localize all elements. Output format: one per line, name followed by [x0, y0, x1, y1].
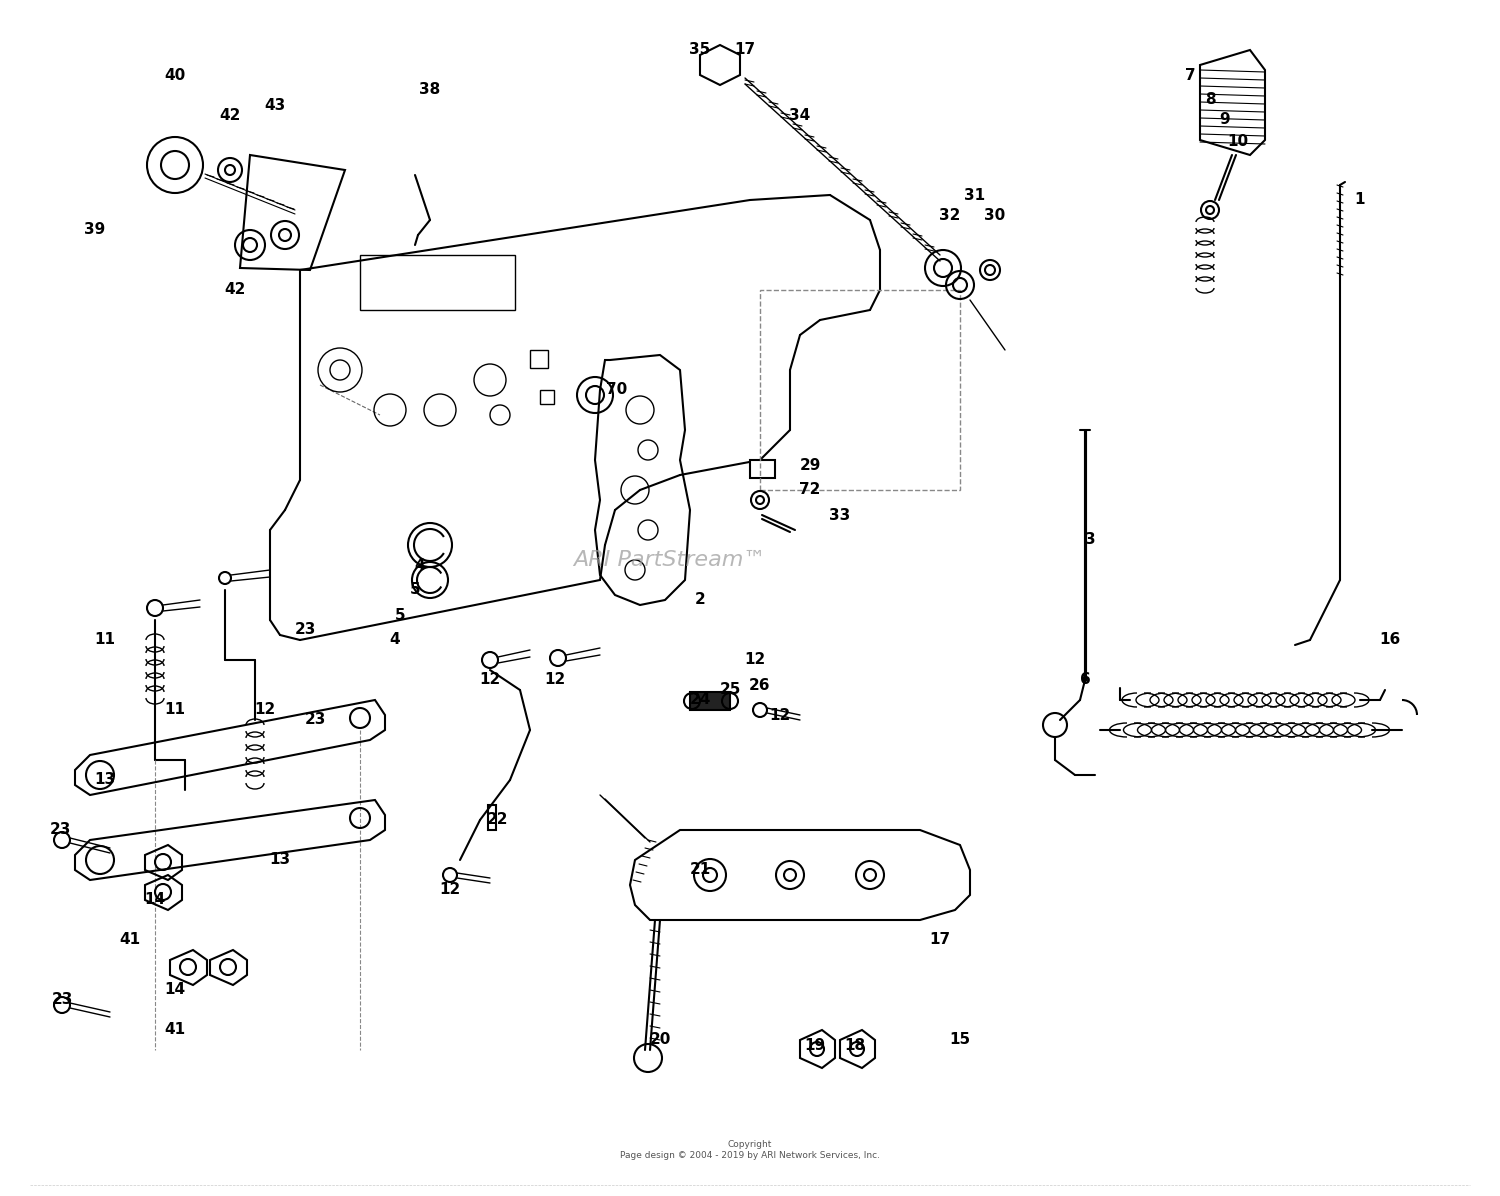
- Text: Copyright
Page design © 2004 - 2019 by ARI Network Services, Inc.: Copyright Page design © 2004 - 2019 by A…: [620, 1140, 880, 1160]
- Text: 35: 35: [690, 43, 711, 57]
- Text: 16: 16: [1380, 633, 1401, 647]
- Text: 23: 23: [51, 993, 72, 1007]
- Text: 23: 23: [50, 823, 70, 837]
- Text: 13: 13: [94, 773, 116, 787]
- Text: 30: 30: [984, 207, 1005, 222]
- Text: 38: 38: [420, 83, 441, 98]
- Text: 40: 40: [165, 67, 186, 83]
- Bar: [690, 692, 730, 710]
- Text: 14: 14: [144, 892, 165, 908]
- Text: 41: 41: [165, 1023, 186, 1037]
- Bar: [360, 255, 514, 310]
- Text: 12: 12: [440, 883, 460, 897]
- Text: 10: 10: [1227, 134, 1248, 150]
- Text: 12: 12: [544, 672, 566, 688]
- Text: 15: 15: [950, 1032, 970, 1048]
- Bar: [760, 289, 960, 490]
- Text: 18: 18: [844, 1037, 865, 1052]
- Text: 7: 7: [1185, 67, 1196, 83]
- Text: 24: 24: [690, 692, 711, 708]
- Text: 14: 14: [165, 982, 186, 997]
- Text: 5: 5: [410, 582, 420, 598]
- Text: 70: 70: [606, 383, 627, 397]
- Text: 21: 21: [690, 862, 711, 878]
- Text: 26: 26: [750, 677, 771, 692]
- Bar: [488, 805, 496, 830]
- Text: 39: 39: [84, 222, 105, 238]
- Text: 32: 32: [939, 207, 960, 222]
- Text: 25: 25: [720, 683, 741, 697]
- Text: 31: 31: [964, 188, 986, 202]
- Text: 72: 72: [800, 482, 820, 498]
- Text: 41: 41: [120, 933, 141, 947]
- Text: 5: 5: [394, 608, 405, 622]
- Text: 29: 29: [800, 458, 820, 472]
- Text: 4: 4: [414, 557, 426, 573]
- Text: 17: 17: [735, 43, 756, 57]
- Text: 13: 13: [270, 853, 291, 867]
- Text: 22: 22: [488, 812, 508, 828]
- Text: 23: 23: [294, 622, 315, 637]
- Bar: [750, 460, 776, 478]
- Text: ARI PartStream™: ARI PartStream™: [573, 550, 766, 570]
- Text: 8: 8: [1204, 92, 1215, 108]
- Text: 11: 11: [165, 702, 186, 718]
- Text: 17: 17: [930, 933, 951, 947]
- Text: 6: 6: [1080, 672, 1090, 688]
- Text: 42: 42: [225, 282, 246, 298]
- Text: 2: 2: [694, 592, 705, 608]
- Text: 43: 43: [264, 98, 285, 112]
- Text: 3: 3: [1084, 532, 1095, 548]
- Text: 19: 19: [804, 1037, 825, 1052]
- Text: 12: 12: [480, 672, 501, 688]
- Text: 23: 23: [304, 713, 326, 727]
- Text: 42: 42: [219, 108, 240, 122]
- Text: 33: 33: [830, 507, 850, 523]
- Text: 11: 11: [94, 633, 116, 647]
- Bar: [540, 390, 554, 404]
- Text: 12: 12: [744, 653, 765, 667]
- Text: 9: 9: [1220, 112, 1230, 128]
- Text: 4: 4: [390, 633, 400, 647]
- Text: 20: 20: [650, 1032, 670, 1048]
- Bar: [530, 350, 548, 368]
- Text: 1: 1: [1354, 193, 1365, 207]
- Text: 34: 34: [789, 108, 810, 122]
- Text: 12: 12: [255, 702, 276, 718]
- Text: 12: 12: [770, 708, 790, 722]
